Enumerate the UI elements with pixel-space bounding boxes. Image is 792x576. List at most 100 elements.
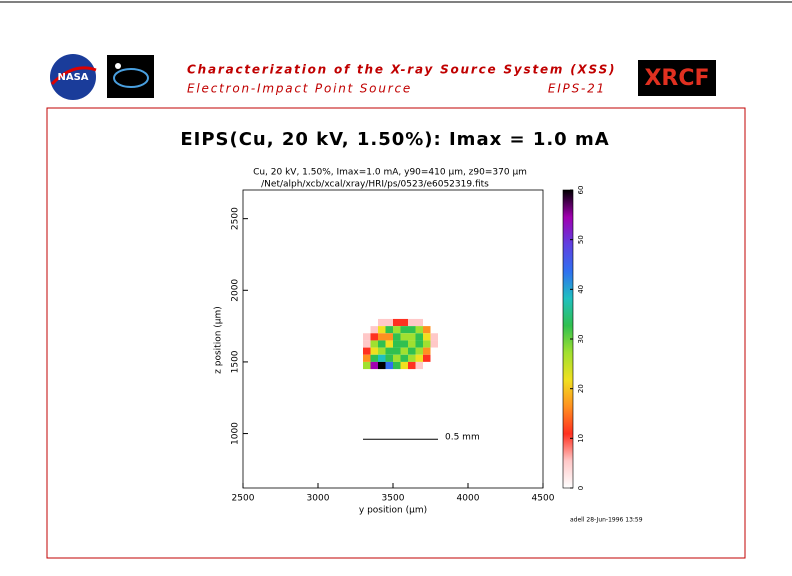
heatmap-cell <box>423 361 431 370</box>
heatmap-cell <box>370 354 378 362</box>
heatmap-cell <box>363 361 371 370</box>
y-tick-label: 1000 <box>231 422 241 445</box>
heatmap-cell <box>430 361 438 370</box>
heatmap-cell <box>415 340 423 348</box>
heatmap-cell <box>370 340 378 348</box>
colorbar-tick-label: 20 <box>577 384 585 393</box>
x-tick-label: 4000 <box>457 494 480 504</box>
heatmap-cell <box>378 326 386 334</box>
heatmap-cell <box>385 326 393 334</box>
y-tick-label: 1500 <box>231 350 241 373</box>
nasa-logo: NASA <box>50 54 97 100</box>
y-tick-label: 2500 <box>231 207 241 230</box>
heatmap-cell <box>385 333 393 341</box>
heatmap-cell <box>393 340 401 348</box>
x-tick-label: 3000 <box>307 494 330 504</box>
heatmap-cell <box>400 333 408 341</box>
x-tick-label: 2500 <box>232 494 255 504</box>
heatmap-cell <box>370 318 378 327</box>
logo-text: NASA <box>57 72 88 83</box>
heatmap-cell <box>393 361 401 370</box>
heatmap-cell <box>370 326 378 334</box>
heatmap-cell <box>393 333 401 341</box>
heatmap-cell <box>423 354 431 362</box>
frame <box>46 107 746 559</box>
heatmap-cell <box>363 340 371 348</box>
heatmap-cell <box>363 333 371 341</box>
heatmap-cell <box>415 347 423 355</box>
heatmap-cell <box>393 347 401 355</box>
heatmap-cell <box>408 318 416 327</box>
heatmap-cell <box>423 347 431 355</box>
heatmap-cell <box>408 333 416 341</box>
chart-title: EIPS(Cu, 20 kV, 1.50%): Imax = 1.0 mA <box>180 129 609 150</box>
header-code: EIPS-21 <box>548 82 606 96</box>
x-axis-label: y position (μm) <box>359 506 427 516</box>
heatmap-cell <box>423 333 431 341</box>
heatmap-cell <box>430 340 438 348</box>
heatmap-cell <box>393 318 401 327</box>
heatmap-cell <box>400 361 408 370</box>
heatmap-cell <box>385 354 393 362</box>
heatmap-cell <box>430 326 438 334</box>
heatmap-cell <box>378 333 386 341</box>
heatmap-cell <box>400 354 408 362</box>
x-tick-label: 4500 <box>532 494 555 504</box>
logo-text: XRCF <box>644 66 709 91</box>
heatmap-cell <box>408 340 416 348</box>
colorbar-tick-label: 50 <box>577 235 585 244</box>
heatmap-cell <box>400 326 408 334</box>
heatmap-cell <box>370 347 378 355</box>
heatmap-cell <box>385 361 393 370</box>
colorbar-tick-label: 30 <box>577 335 585 344</box>
footer: adell 28-Jun-1996 13:59 <box>570 517 643 524</box>
heatmap-cell <box>400 347 408 355</box>
heatmap-cell <box>430 333 438 341</box>
heatmap-cell <box>363 347 371 355</box>
header-subtitle: Electron-Impact Point Source <box>187 82 412 96</box>
heatmap-cell <box>430 318 438 327</box>
heatmap-cell <box>385 340 393 348</box>
heatmap-cell <box>400 318 408 327</box>
heatmap-cell <box>400 340 408 348</box>
colorbar-tick-label: 10 <box>577 434 585 443</box>
x-tick-label: 3500 <box>382 494 405 504</box>
header-title: Characterization of the X-ray Source Sys… <box>187 63 616 77</box>
heatmap-cell <box>370 361 378 370</box>
heatmap-cell <box>408 347 416 355</box>
y-tick-label: 2000 <box>231 279 241 302</box>
mission-logo <box>107 55 154 98</box>
xrcf-logo: XRCF <box>638 60 716 96</box>
file-path: /Net/alph/xcb/xcal/xray/HRI/ps/0523/e605… <box>261 180 489 190</box>
heatmap-cell <box>415 361 423 370</box>
y-axis-label: z position (μm) <box>214 306 224 374</box>
heatmap-cell <box>408 361 416 370</box>
heatmap-cell <box>423 318 431 327</box>
heatmap-cell <box>378 354 386 362</box>
heatmap-cell <box>370 333 378 341</box>
colorbar-tick-label: 0 <box>577 486 585 490</box>
colorbar-tick-label: 60 <box>577 186 585 195</box>
heatmap-cell <box>385 318 393 327</box>
heatmap-cell <box>408 326 416 334</box>
heatmap-cell <box>415 333 423 341</box>
heatmap-cell <box>415 354 423 362</box>
heatmap-cell <box>378 361 386 370</box>
heatmap-cell <box>423 340 431 348</box>
heatmap-cell <box>430 347 438 355</box>
heatmap-cell <box>363 318 371 327</box>
heatmap-cell <box>393 326 401 334</box>
heatmap-cell <box>385 347 393 355</box>
heatmap-cell <box>363 326 371 334</box>
heatmap-cell <box>378 318 386 327</box>
heatmap-cell <box>378 347 386 355</box>
heatmap-cell <box>415 318 423 327</box>
heatmap-cell <box>408 354 416 362</box>
chart-subtitle: Cu, 20 kV, 1.50%, Imax=1.0 mA, y90=410 μ… <box>253 168 527 178</box>
heatmap-cell <box>430 354 438 362</box>
heatmap-cell <box>415 326 423 334</box>
heatmap-cell <box>378 340 386 348</box>
heatmap-cell <box>393 354 401 362</box>
